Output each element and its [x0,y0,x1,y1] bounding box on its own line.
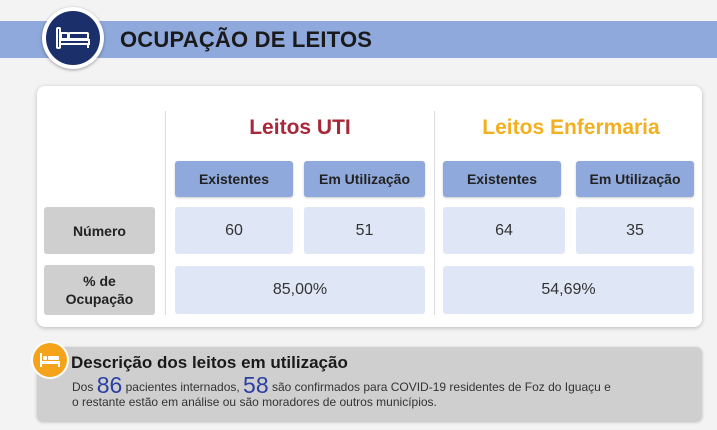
row-label-ocupacao: % de Ocupação [44,265,155,315]
description-mid: pacientes internados, [125,380,240,394]
enfermaria-existentes-header: Existentes [443,161,561,197]
enfermaria-ocupacao-value: 54,69% [443,266,694,314]
description-text: Dos 86 pacientes internados, 58 são conf… [72,374,692,410]
uti-em-utilizacao-value: 51 [304,207,425,254]
header-badge-inner [46,11,100,65]
header-badge [42,7,104,69]
description-line2: o restante estão em análise ou são morad… [72,395,437,409]
bed-icon [40,353,60,367]
description-title: Descrição dos leitos em utilização [71,353,348,372]
enfermaria-title: Leitos Enfermaria [482,116,660,139]
description-prefix: Dos [72,380,94,394]
row-label-ocupacao-line2: Ocupação [65,291,134,307]
divider [165,111,166,315]
description-badge [33,343,67,377]
confirmados-count: 58 [243,372,269,398]
row-label-ocupacao-line1: % de [83,273,116,289]
uti-ocupacao-value: 85,00% [175,266,425,314]
divider [434,111,435,315]
bed-icon [56,27,90,49]
uti-em-utilizacao-header: Em Utilização [304,161,425,197]
enfermaria-existentes-value: 64 [443,207,565,254]
uti-title: Leitos UTI [249,116,351,139]
row-label-numero: Número [44,207,155,254]
page-title: OCUPAÇÃO DE LEITOS [120,27,373,52]
enfermaria-em-utilizacao-value: 35 [576,207,694,254]
pacientes-count: 86 [96,372,123,398]
description-suffix: são confirmados para COVID-19 residentes… [271,380,611,394]
description-box [37,347,702,421]
enfermaria-em-utilizacao-header: Em Utilização [576,161,694,197]
uti-existentes-header: Existentes [175,161,293,197]
header-band [0,21,717,58]
uti-existentes-value: 60 [175,207,293,254]
